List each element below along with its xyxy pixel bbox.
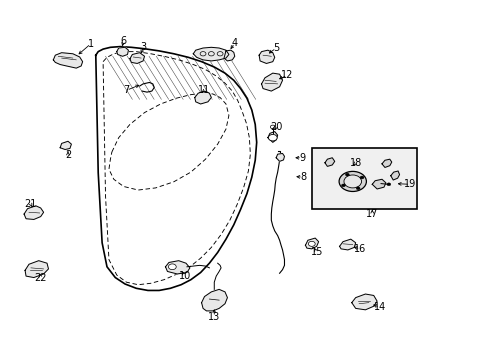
Circle shape	[208, 51, 214, 56]
Text: 21: 21	[25, 199, 37, 210]
Circle shape	[338, 171, 366, 192]
Polygon shape	[339, 239, 355, 250]
Polygon shape	[305, 238, 318, 249]
Polygon shape	[224, 50, 234, 61]
Polygon shape	[117, 47, 128, 56]
Polygon shape	[261, 73, 282, 91]
Polygon shape	[25, 261, 48, 278]
Bar	[311, 148, 416, 210]
Text: 17: 17	[366, 209, 378, 219]
Polygon shape	[201, 289, 227, 311]
Polygon shape	[325, 158, 334, 166]
Polygon shape	[53, 53, 82, 68]
Text: 18: 18	[349, 158, 361, 168]
Polygon shape	[381, 159, 391, 167]
Text: 4: 4	[231, 38, 237, 48]
Text: 10: 10	[179, 271, 191, 281]
Text: 13: 13	[208, 312, 220, 322]
Circle shape	[355, 187, 359, 190]
Circle shape	[308, 241, 315, 246]
Polygon shape	[371, 179, 385, 189]
Circle shape	[168, 264, 176, 270]
Polygon shape	[60, 141, 71, 149]
Polygon shape	[165, 261, 189, 274]
Text: 5: 5	[272, 43, 279, 53]
Circle shape	[268, 134, 277, 141]
Text: 2: 2	[65, 150, 71, 160]
Polygon shape	[193, 47, 228, 61]
Text: 16: 16	[354, 244, 366, 254]
Text: 3: 3	[140, 42, 146, 52]
Text: 8: 8	[299, 172, 305, 182]
Circle shape	[345, 173, 348, 176]
Circle shape	[359, 176, 363, 179]
Text: 15: 15	[310, 247, 322, 257]
Text: 9: 9	[298, 153, 305, 163]
Text: 20: 20	[269, 122, 282, 132]
Polygon shape	[276, 153, 284, 161]
Text: 22: 22	[34, 273, 47, 283]
Text: 14: 14	[373, 302, 386, 312]
Polygon shape	[351, 294, 376, 310]
Circle shape	[217, 51, 223, 56]
Polygon shape	[194, 91, 211, 104]
Circle shape	[343, 175, 361, 188]
Polygon shape	[390, 171, 399, 180]
Circle shape	[270, 125, 275, 129]
Polygon shape	[267, 132, 277, 142]
Circle shape	[386, 183, 390, 186]
Circle shape	[200, 51, 205, 56]
Text: 7: 7	[123, 85, 129, 95]
Polygon shape	[259, 50, 274, 63]
Polygon shape	[24, 206, 43, 220]
Text: 11: 11	[198, 85, 210, 95]
Text: 12: 12	[281, 70, 293, 80]
Circle shape	[341, 184, 345, 187]
Text: 1: 1	[88, 39, 94, 49]
Text: 6: 6	[120, 36, 126, 46]
Text: 19: 19	[404, 179, 416, 189]
Polygon shape	[130, 53, 144, 63]
